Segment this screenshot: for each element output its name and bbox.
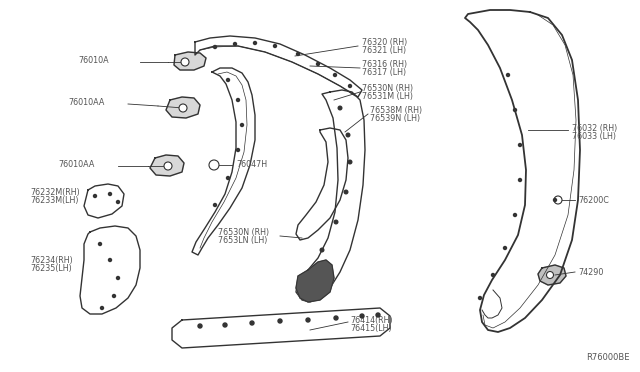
Text: 76234(RH): 76234(RH) <box>30 256 73 265</box>
Text: 76010A: 76010A <box>78 56 109 65</box>
Circle shape <box>348 160 352 164</box>
Circle shape <box>253 42 257 45</box>
Text: 76530N (RH): 76530N (RH) <box>218 228 269 237</box>
Circle shape <box>320 248 324 252</box>
Circle shape <box>506 74 509 77</box>
Text: 76538M (RH): 76538M (RH) <box>370 106 422 115</box>
Text: 76320 (RH): 76320 (RH) <box>362 38 407 47</box>
Circle shape <box>227 78 230 81</box>
Circle shape <box>93 195 97 198</box>
Circle shape <box>360 314 364 318</box>
Circle shape <box>344 190 348 194</box>
Text: 76316 (RH): 76316 (RH) <box>362 60 407 69</box>
Text: 76414(RH): 76414(RH) <box>350 316 392 325</box>
Circle shape <box>554 199 557 202</box>
Circle shape <box>306 318 310 322</box>
Circle shape <box>198 324 202 328</box>
Text: 76321 (LH): 76321 (LH) <box>362 46 406 55</box>
Circle shape <box>296 52 300 55</box>
Text: 76531M (LH): 76531M (LH) <box>362 92 413 101</box>
Text: 76317 (LH): 76317 (LH) <box>362 68 406 77</box>
Circle shape <box>100 307 104 310</box>
Text: 76539N (LH): 76539N (LH) <box>370 114 420 123</box>
Circle shape <box>223 323 227 327</box>
Text: 76047H: 76047H <box>236 160 267 169</box>
Circle shape <box>513 214 516 217</box>
Circle shape <box>109 259 111 262</box>
Circle shape <box>346 133 350 137</box>
Text: 76032 (RH): 76032 (RH) <box>572 124 617 133</box>
Circle shape <box>116 201 120 203</box>
Text: 76010AA: 76010AA <box>58 160 94 169</box>
Circle shape <box>237 99 239 102</box>
Circle shape <box>109 192 111 196</box>
Circle shape <box>547 272 554 279</box>
Text: 76232M(RH): 76232M(RH) <box>30 188 80 197</box>
Text: 76200C: 76200C <box>578 196 609 205</box>
Circle shape <box>234 42 237 45</box>
Text: 76033 (LH): 76033 (LH) <box>572 132 616 141</box>
Circle shape <box>518 179 522 182</box>
Circle shape <box>349 84 351 87</box>
Circle shape <box>333 74 337 77</box>
Text: R76000BE: R76000BE <box>586 353 630 362</box>
Circle shape <box>181 58 189 66</box>
Circle shape <box>164 162 172 170</box>
Circle shape <box>113 295 115 298</box>
Circle shape <box>479 296 481 299</box>
Polygon shape <box>150 155 184 176</box>
Circle shape <box>273 45 276 48</box>
Circle shape <box>504 247 506 250</box>
Circle shape <box>518 144 522 147</box>
Circle shape <box>179 104 187 112</box>
Text: 76233M(LH): 76233M(LH) <box>30 196 79 205</box>
Circle shape <box>278 319 282 323</box>
Polygon shape <box>296 260 334 302</box>
Circle shape <box>554 196 562 204</box>
Circle shape <box>317 62 319 65</box>
Circle shape <box>227 176 230 180</box>
Circle shape <box>334 316 338 320</box>
Polygon shape <box>166 97 200 118</box>
Circle shape <box>237 148 239 151</box>
Text: 76415(LH): 76415(LH) <box>350 324 392 333</box>
Circle shape <box>214 203 216 206</box>
Text: 76235(LH): 76235(LH) <box>30 264 72 273</box>
Polygon shape <box>538 265 566 285</box>
Circle shape <box>209 160 219 170</box>
Circle shape <box>99 243 102 246</box>
Text: 76010AA: 76010AA <box>68 98 104 107</box>
Circle shape <box>116 276 120 279</box>
Circle shape <box>513 109 516 112</box>
Circle shape <box>492 273 495 276</box>
Polygon shape <box>174 52 206 70</box>
Circle shape <box>214 45 216 48</box>
Text: 76530N (RH): 76530N (RH) <box>362 84 413 93</box>
Circle shape <box>241 124 243 126</box>
Circle shape <box>338 106 342 110</box>
Circle shape <box>334 220 338 224</box>
Text: 74290: 74290 <box>578 268 604 277</box>
Circle shape <box>250 321 254 325</box>
Text: 7653LN (LH): 7653LN (LH) <box>218 236 268 245</box>
Circle shape <box>376 313 380 317</box>
